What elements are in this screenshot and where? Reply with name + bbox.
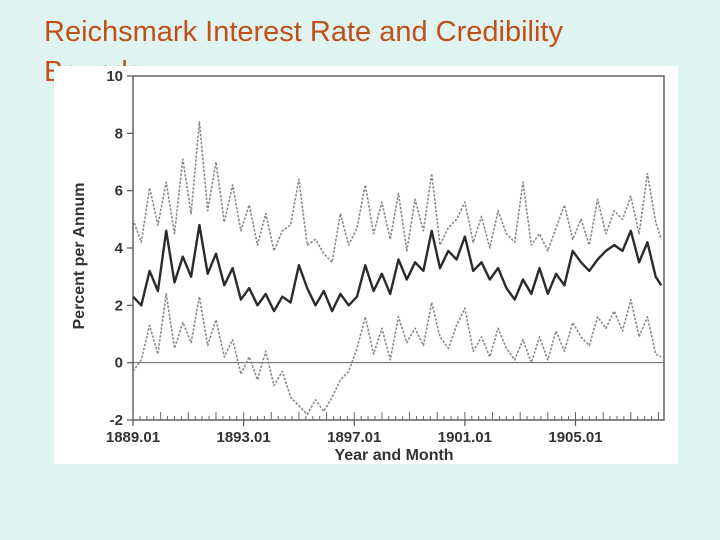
interest-rate-chart: -2 0 2 4 6 8 10 1889.01 1893.01 1897.01 1901.01 19… [71,68,665,464]
y-axis-title: Percent per Annum [71,183,88,330]
y-tick-label: 10 [106,68,123,85]
x-tick-label: 1901.01 [438,429,492,446]
x-tick-label: 1905.01 [548,429,602,446]
series-line-upper-bound [132,121,662,264]
y-tick-label: 0 [115,355,123,372]
chart-figure: -2 0 2 4 6 8 10 1889.01 1893.01 1897.01 1901.01 19… [54,66,678,464]
plot-frame [132,75,665,421]
x-tick-label: 1897.01 [327,429,381,446]
x-axis: 1889.01 1893.01 1897.01 1901.01 1905.01 [106,412,659,446]
y-tick-label: 6 [115,183,123,200]
y-tick-label: 2 [115,297,123,314]
y-tick-label: 4 [115,240,124,257]
x-tick-label: 1889.01 [106,429,160,446]
series-line-lower-bound [132,293,662,416]
x-tick-label: 1893.01 [217,429,271,446]
series-line-interest-rate [132,223,663,313]
y-tick-label: 8 [115,125,123,142]
y-tick-label: -2 [110,412,123,429]
series-layer [132,121,663,416]
x-axis-title: Year and Month [334,447,453,464]
y-axis: -2 0 2 4 6 8 10 [106,68,133,429]
